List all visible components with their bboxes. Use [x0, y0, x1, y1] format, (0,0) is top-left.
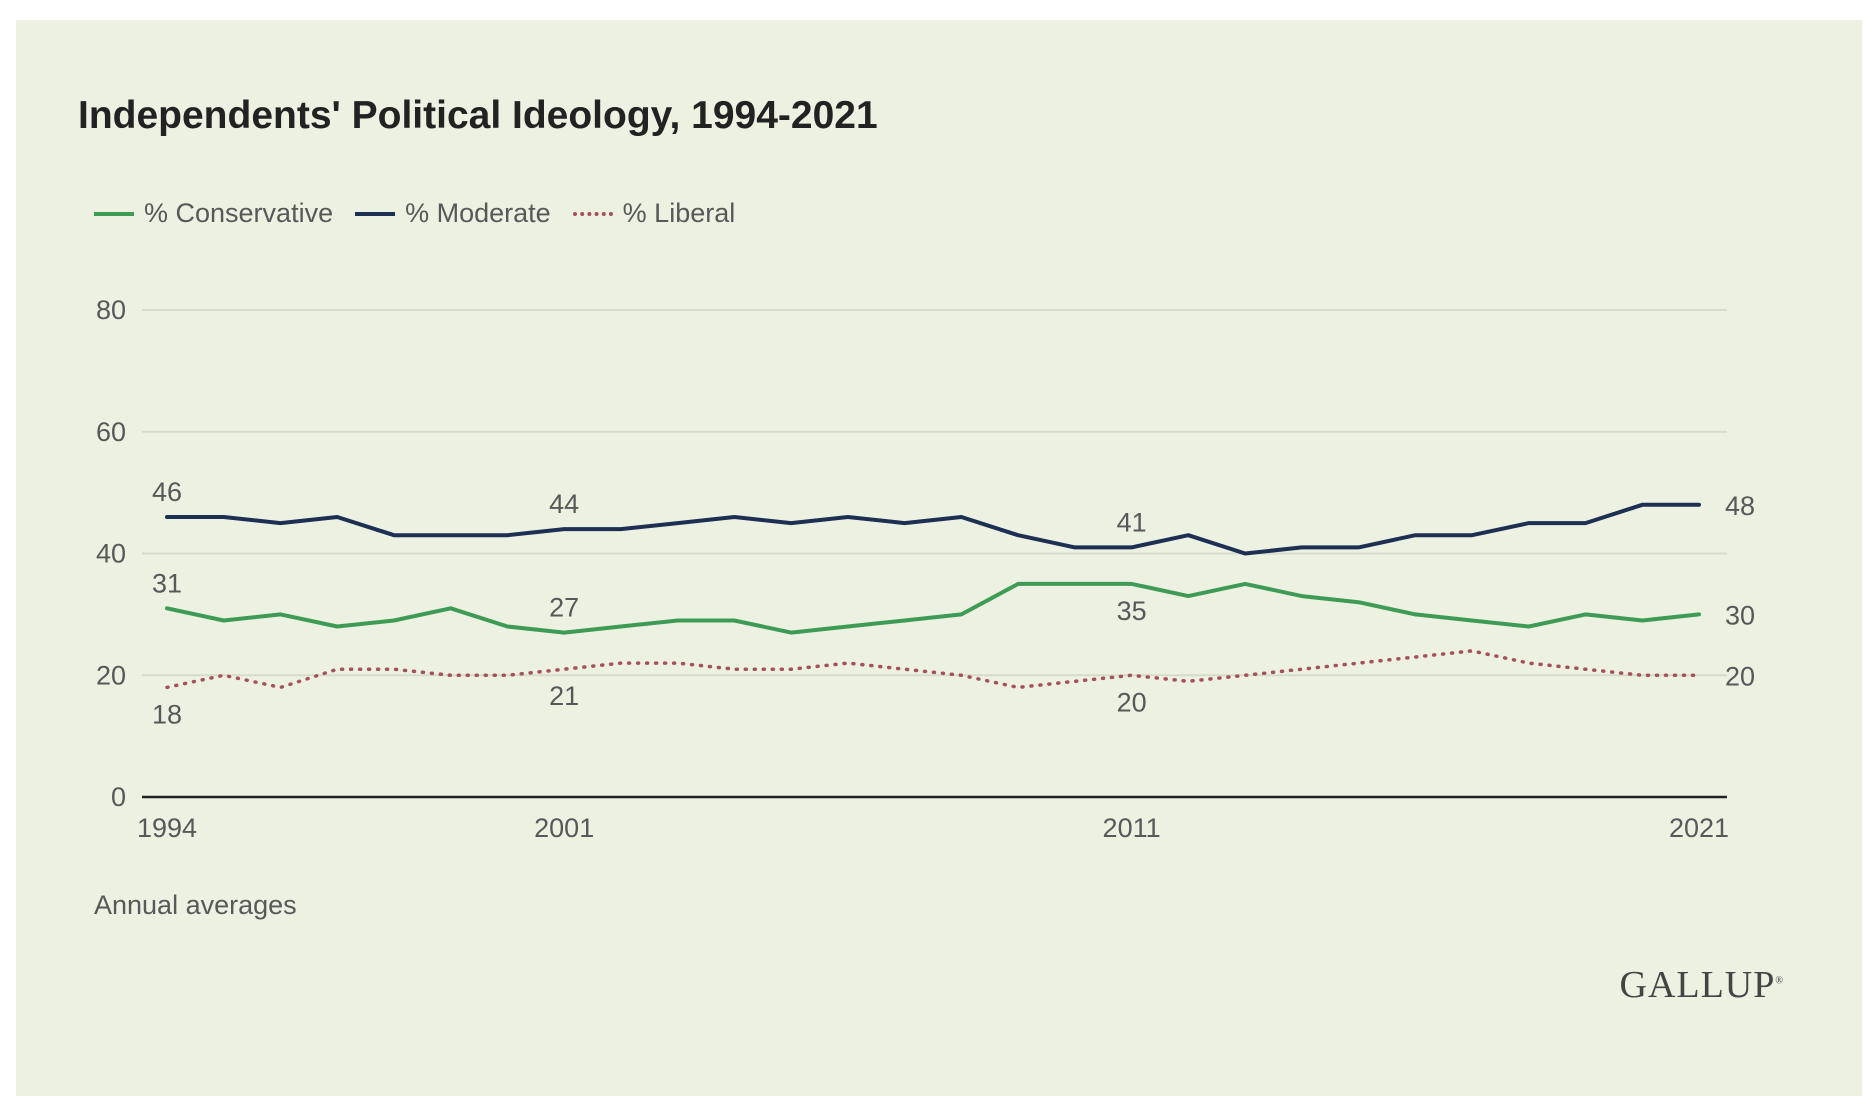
y-tick-label-0: 0 [111, 782, 126, 812]
legend-swatch-liberal [572, 211, 613, 216]
data-label-conservative-2011: 35 [1117, 596, 1147, 626]
data-label-moderate-1994: 46 [152, 477, 182, 507]
chart-footnote: Annual averages [94, 890, 297, 920]
series-line-liberal [165, 649, 1701, 690]
series-line-moderate [165, 502, 1701, 556]
y-tick-label-20: 20 [96, 660, 126, 690]
y-tick-label-60: 60 [96, 417, 126, 447]
data-label-liberal-2011: 20 [1117, 687, 1147, 717]
data-label-conservative-1994: 31 [152, 568, 182, 598]
gallup-logo: GALLUP® [1620, 963, 1785, 1007]
x-tick-label-2011: 2011 [1103, 813, 1161, 843]
legend-item-moderate: % Moderate [355, 198, 551, 229]
data-label-liberal-2021: 20 [1725, 661, 1755, 691]
legend-swatch-moderate [355, 211, 396, 216]
chart-card [16, 20, 1862, 1096]
gallup-logo-text: GALLUP [1619, 964, 1776, 1006]
legend-item-liberal: % Liberal [572, 198, 736, 229]
data-label-liberal-2001: 21 [549, 681, 579, 711]
data-label-conservative-2001: 27 [549, 593, 579, 623]
legend-swatch-conservative [94, 211, 134, 216]
data-label-moderate-2021: 48 [1725, 491, 1755, 521]
data-label-moderate-2011: 41 [1117, 507, 1147, 537]
chart-title: Independents' Political Ideology, 1994-2… [78, 94, 878, 137]
series-line-conservative [165, 581, 1701, 635]
x-tick-label-1994: 1994 [137, 813, 197, 843]
y-tick-label-40: 40 [96, 539, 126, 569]
legend-item-conservative: % Conservative [94, 198, 333, 229]
legend-label-liberal: % Liberal [622, 198, 736, 228]
registered-mark: ® [1775, 975, 1784, 987]
chart-legend: % Conservative % Moderate % Liberal [94, 198, 735, 229]
x-tick-label-2021: 2021 [1669, 813, 1729, 843]
x-tick-label-2001: 2001 [534, 813, 594, 843]
data-label-moderate-2001: 44 [549, 489, 579, 519]
y-tick-label-80: 80 [96, 295, 126, 325]
data-label-liberal-1994: 18 [152, 699, 182, 729]
legend-label-moderate: % Moderate [405, 198, 551, 228]
data-label-conservative-2021: 30 [1725, 600, 1755, 630]
legend-label-conservative: % Conservative [144, 198, 334, 228]
